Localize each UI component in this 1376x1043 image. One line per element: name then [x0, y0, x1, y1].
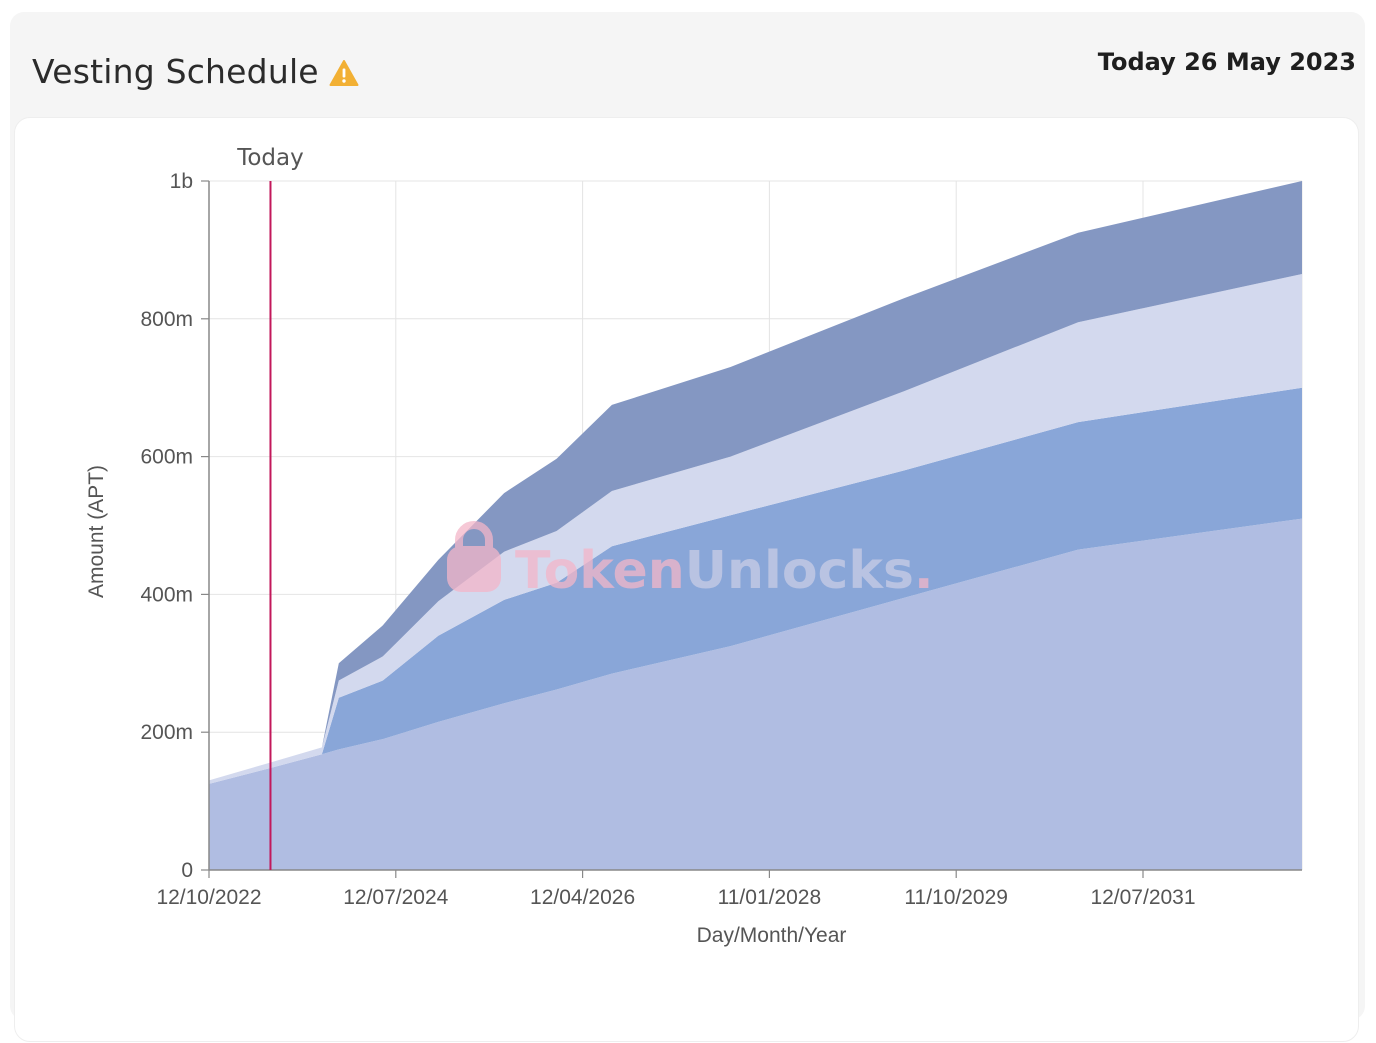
- x-tick-label: 12/07/2024: [343, 886, 448, 909]
- title-row: Vesting Schedule: [32, 52, 359, 91]
- watermark: TokenUnlocks.: [447, 521, 934, 601]
- x-tick-label: 11/01/2028: [718, 886, 822, 909]
- vesting-chart: 0 200m 400m 600m 800m 1b 12/10/2022 12/07/2024 1…: [85, 145, 1303, 947]
- series-area-base: [209, 518, 1302, 870]
- y-tick-label: 600m: [140, 446, 193, 469]
- warning-icon[interactable]: [329, 59, 359, 87]
- series-area-top: [209, 181, 1302, 781]
- y-tick-label: 400m: [140, 583, 193, 606]
- lock-icon: [447, 546, 501, 592]
- watermark-unlocks: Unlocks: [685, 541, 914, 601]
- x-tick-label: 12/07/2031: [1090, 886, 1195, 909]
- x-tick-label: 11/10/2029: [904, 886, 1008, 909]
- watermark-token: Token: [515, 541, 685, 601]
- chart-card: 0 200m 400m 600m 800m 1b 12/10/2022 12/07/2024 1…: [14, 117, 1359, 1042]
- y-axis-title: Amount (APT): [85, 465, 108, 598]
- today-date: Today 26 May 2023: [1097, 48, 1356, 76]
- watermark-text: TokenUnlocks.: [515, 541, 934, 601]
- x-tick-label: 12/04/2026: [530, 886, 635, 909]
- x-tick-label: 12/10/2022: [156, 886, 261, 909]
- x-axis-title: Day/Month/Year: [697, 924, 847, 947]
- y-tick-label: 200m: [140, 721, 193, 744]
- y-tick-label: 800m: [140, 308, 193, 331]
- y-tick-label: 1b: [170, 170, 193, 193]
- y-tick-label: 0: [181, 859, 193, 882]
- lock-shackle: [455, 521, 493, 550]
- page-title: Vesting Schedule: [32, 52, 319, 91]
- today-marker-label: Today: [236, 145, 304, 171]
- series-area-light: [209, 274, 1302, 784]
- series-area-mid: [209, 387, 1302, 784]
- watermark-dot: .: [914, 541, 934, 601]
